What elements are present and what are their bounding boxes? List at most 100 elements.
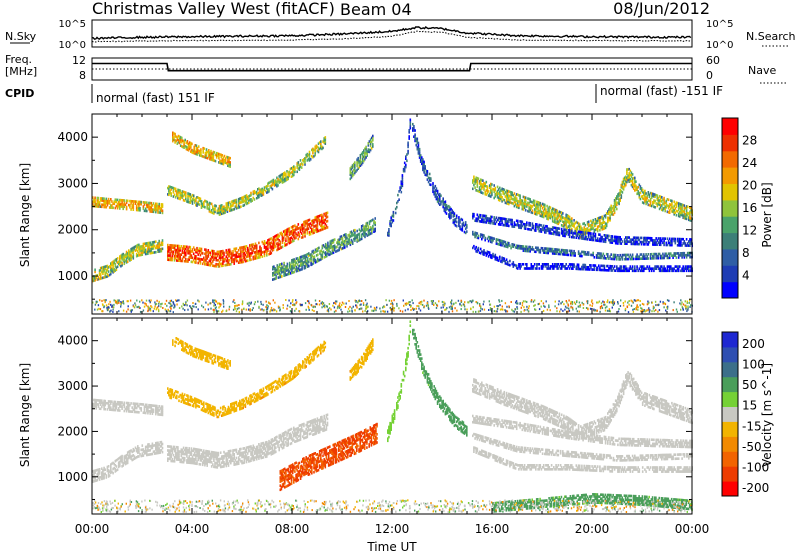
power-pixel — [675, 203, 678, 207]
power-pixel — [139, 200, 141, 204]
power-pixel — [232, 252, 234, 255]
power-pixel — [326, 248, 328, 252]
power-pixel — [228, 164, 230, 168]
power-pixel — [167, 256, 169, 259]
power-pixel — [218, 252, 221, 256]
power-pixel — [246, 255, 249, 258]
power-pixel — [479, 235, 482, 238]
power-pixel — [210, 151, 212, 155]
power-pixel — [522, 204, 525, 207]
power-pixel — [591, 236, 593, 240]
power-pixel — [654, 243, 656, 246]
power-pixel — [500, 193, 502, 196]
power-pixel — [282, 230, 285, 233]
power-pixel — [401, 178, 404, 181]
power-pixel — [278, 265, 281, 268]
power-pixel — [235, 253, 238, 257]
power-pixel — [320, 224, 322, 228]
power-pixel — [635, 240, 637, 244]
power-pixel — [196, 257, 198, 260]
power-pixel — [303, 160, 305, 163]
power-pixel — [643, 191, 645, 194]
power-noise-pixel — [675, 308, 678, 311]
power-pixel — [614, 239, 617, 243]
power-pixel — [203, 260, 205, 264]
power-pixel — [550, 247, 553, 251]
power-pixel — [690, 269, 692, 273]
power-pixel — [487, 251, 490, 254]
power-pixel — [609, 206, 611, 210]
power-pixel — [652, 239, 654, 242]
power-pixel — [227, 164, 229, 167]
power-pixel — [239, 261, 241, 264]
power-pixel — [135, 244, 138, 248]
power-pixel — [320, 146, 322, 150]
power-pixel — [257, 252, 259, 255]
power-pixel — [506, 189, 509, 193]
power-pixel — [494, 222, 497, 226]
power-pixel — [231, 260, 233, 264]
power-pixel — [656, 196, 659, 199]
power-pixel — [569, 265, 572, 268]
power-pixel — [229, 163, 231, 166]
power-pixel — [658, 207, 661, 211]
power-pixel — [479, 182, 482, 186]
power-pixel — [250, 252, 252, 255]
power-pixel — [612, 205, 615, 208]
power-pixel — [527, 227, 529, 231]
power-pixel — [442, 201, 444, 205]
power-pixel — [285, 231, 287, 234]
power-pixel — [667, 198, 670, 202]
power-pixel — [216, 209, 219, 213]
power-pixel — [435, 195, 438, 199]
power-pixel — [557, 220, 560, 223]
power-pixel — [258, 191, 260, 195]
power-pixel — [548, 212, 551, 215]
power-pixel — [584, 228, 587, 231]
power-pixel — [288, 231, 291, 234]
power-pixel — [655, 267, 657, 270]
power-pixel — [135, 252, 138, 256]
power-pixel — [320, 257, 322, 261]
power-pixel — [231, 256, 233, 259]
power-pixel — [573, 236, 575, 239]
power-pixel — [309, 226, 312, 230]
power-pixel — [637, 255, 639, 258]
power-pixel — [659, 269, 662, 273]
power-pixel — [240, 261, 242, 264]
power-pixel — [295, 267, 298, 271]
power-pixel — [186, 260, 188, 263]
power-pixel — [300, 262, 302, 265]
power-pixel — [138, 251, 140, 255]
power-pixel — [308, 260, 310, 264]
power-pixel — [360, 160, 363, 164]
power-pixel — [521, 199, 524, 202]
power-pixel — [182, 139, 184, 143]
power-pixel — [677, 269, 680, 273]
power-pixel — [635, 255, 637, 259]
power-pixel — [594, 264, 597, 267]
power-pixel — [301, 261, 303, 265]
power-pixel — [652, 194, 654, 198]
power-pixel — [221, 162, 224, 165]
power-pixel — [681, 203, 683, 207]
power-pixel — [104, 199, 106, 203]
power-pixel — [321, 255, 324, 258]
power-pixel — [649, 239, 652, 242]
power-pixel — [222, 260, 224, 263]
power-pixel — [567, 253, 570, 257]
power-pixel — [368, 220, 371, 224]
power-pixel — [539, 201, 542, 205]
power-pixel — [200, 200, 203, 203]
power-pixel — [439, 195, 441, 198]
power-pixel — [249, 258, 251, 262]
power-pixel — [311, 254, 313, 258]
power-pixel — [554, 210, 556, 214]
power-pixel — [349, 241, 352, 244]
power-pixel — [219, 161, 221, 165]
power-pixel — [661, 204, 663, 207]
power-pixel — [220, 159, 222, 163]
power-pixel — [576, 221, 579, 225]
power-pixel — [645, 196, 647, 199]
power-pixel — [354, 167, 356, 171]
